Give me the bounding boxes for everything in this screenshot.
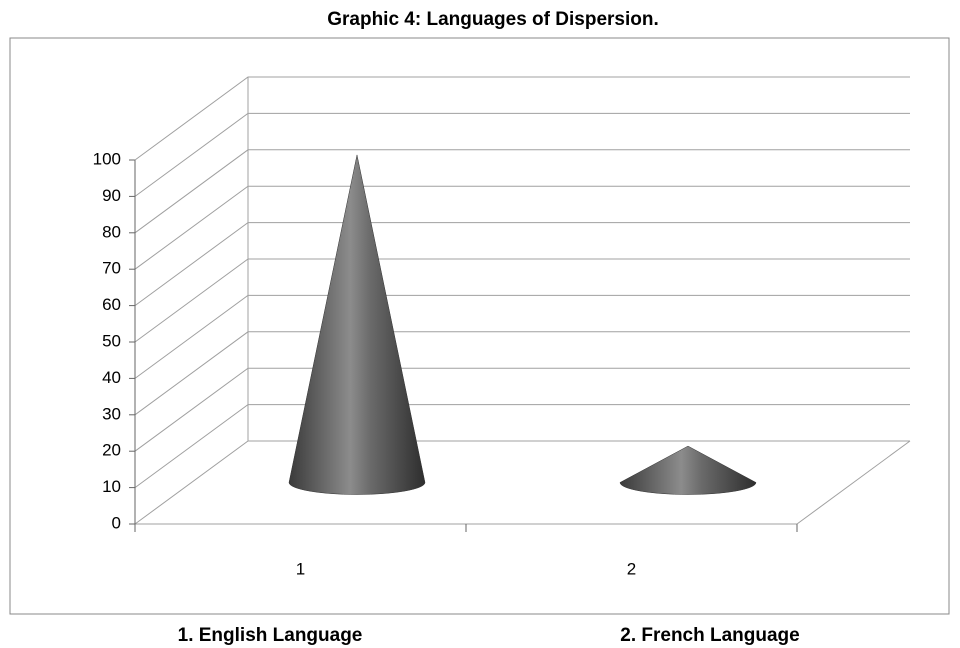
footnote: 1. English Language (178, 625, 363, 646)
grid-line (134, 367, 910, 452)
y-tick-label: 30 (102, 404, 121, 423)
x-tick-label: 1 (296, 559, 305, 578)
x-tick-label: 2 (627, 559, 636, 578)
y-tick-label: 10 (102, 477, 121, 496)
grid-line (134, 222, 910, 307)
y-tick-label: 90 (102, 186, 121, 205)
footnote: 2. French Language (620, 625, 799, 646)
y-tick-label: 0 (112, 513, 121, 532)
grid-line (134, 294, 910, 379)
y-tick-label: 80 (102, 222, 121, 241)
grid-line (134, 404, 910, 489)
y-tick-label: 100 (93, 149, 121, 168)
floor-edge (796, 440, 911, 525)
y-tick-label: 40 (102, 368, 121, 387)
chart-title: Graphic 4: Languages of Dispersion. (327, 9, 659, 30)
grid-line (134, 331, 910, 416)
grid-line (134, 258, 910, 343)
cone (619, 445, 757, 495)
grid-line (134, 149, 910, 234)
chart-frame (9, 37, 950, 615)
y-tick-label: 20 (102, 441, 121, 460)
grid-line (134, 440, 910, 525)
grid-line (134, 76, 910, 161)
grid-line (134, 112, 910, 197)
y-tick-label: 60 (102, 295, 121, 314)
grid-line (134, 185, 910, 270)
y-tick-label: 50 (102, 331, 121, 350)
cone (288, 154, 426, 495)
y-tick-label: 70 (102, 259, 121, 278)
